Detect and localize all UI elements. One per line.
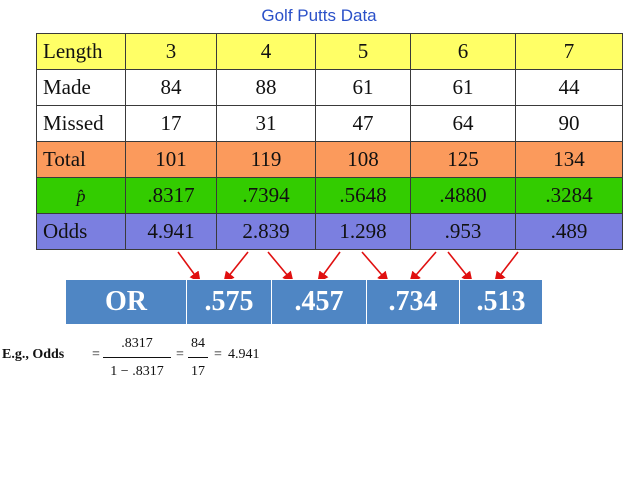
cell: 31 — [216, 105, 316, 142]
fraction-numerator: .8317 — [121, 336, 153, 351]
equals-sign: = — [92, 347, 100, 362]
p-hat-symbol: p̂ — [76, 186, 86, 206]
cell: 61 — [315, 69, 411, 106]
row-label: Made — [36, 69, 126, 106]
or-value: .513 — [459, 279, 543, 325]
arrow — [267, 251, 294, 283]
cell: 119 — [216, 141, 316, 178]
total-row: Total 101 119 108 125 134 — [36, 141, 623, 178]
or-value: .734 — [366, 279, 460, 325]
cell: 2.839 — [216, 213, 316, 250]
p-hat-row: p̂ .8317 .7394 .5648 .4880 .3284 — [36, 177, 623, 214]
fraction-bar — [103, 357, 171, 358]
fraction-denominator: 17 — [191, 364, 205, 379]
cell: 84 — [125, 69, 217, 106]
slide-title: Golf Putts Data — [261, 6, 377, 25]
arrow — [223, 251, 249, 283]
arrow — [361, 251, 389, 283]
made-row: Made 84 88 61 61 44 — [36, 69, 623, 106]
odds-row: Odds 4.941 2.839 1.298 .953 .489 — [36, 213, 623, 250]
row-label: Total — [36, 141, 126, 178]
or-label: OR — [65, 279, 187, 325]
golf-putts-table: Length 3 4 5 6 7 Made 84 88 61 61 44 Mis… — [36, 33, 623, 250]
odds-ratio-table: OR .575 .457 .734 .513 — [65, 279, 543, 325]
arrow — [447, 251, 473, 283]
arrow — [177, 251, 201, 283]
or-value: .575 — [186, 279, 272, 325]
example-label: E.g., Odds — [2, 347, 65, 362]
or-value: .457 — [271, 279, 367, 325]
cell: 4 — [216, 33, 316, 70]
equals-sign: = — [214, 347, 222, 362]
cell: .4880 — [410, 177, 516, 214]
cell: 125 — [410, 141, 516, 178]
odds-result: 4.941 — [228, 347, 260, 362]
fraction-bar — [188, 357, 208, 358]
cell: 1.298 — [315, 213, 411, 250]
cell: 134 — [515, 141, 623, 178]
cell: .953 — [410, 213, 516, 250]
cell: 61 — [410, 69, 516, 106]
cell: 3 — [125, 33, 217, 70]
equals-sign: = — [176, 347, 184, 362]
arrow — [494, 251, 519, 283]
cell: 44 — [515, 69, 623, 106]
cell: .7394 — [216, 177, 316, 214]
cell: 7 — [515, 33, 623, 70]
cell: 101 — [125, 141, 217, 178]
cell: .5648 — [315, 177, 411, 214]
fraction-numerator: 84 — [191, 336, 205, 351]
cell: 90 — [515, 105, 623, 142]
row-label: p̂ — [36, 177, 126, 214]
cell: 64 — [410, 105, 516, 142]
cell: .3284 — [515, 177, 623, 214]
or-row: OR .575 .457 .734 .513 — [65, 279, 543, 325]
cell: .8317 — [125, 177, 217, 214]
cell: 88 — [216, 69, 316, 106]
arrow — [317, 251, 341, 283]
arrow — [409, 251, 437, 283]
row-label: Odds — [36, 213, 126, 250]
cell: .489 — [515, 213, 623, 250]
fraction-denominator: 1 − .8317 — [110, 364, 164, 379]
cell: 5 — [315, 33, 411, 70]
